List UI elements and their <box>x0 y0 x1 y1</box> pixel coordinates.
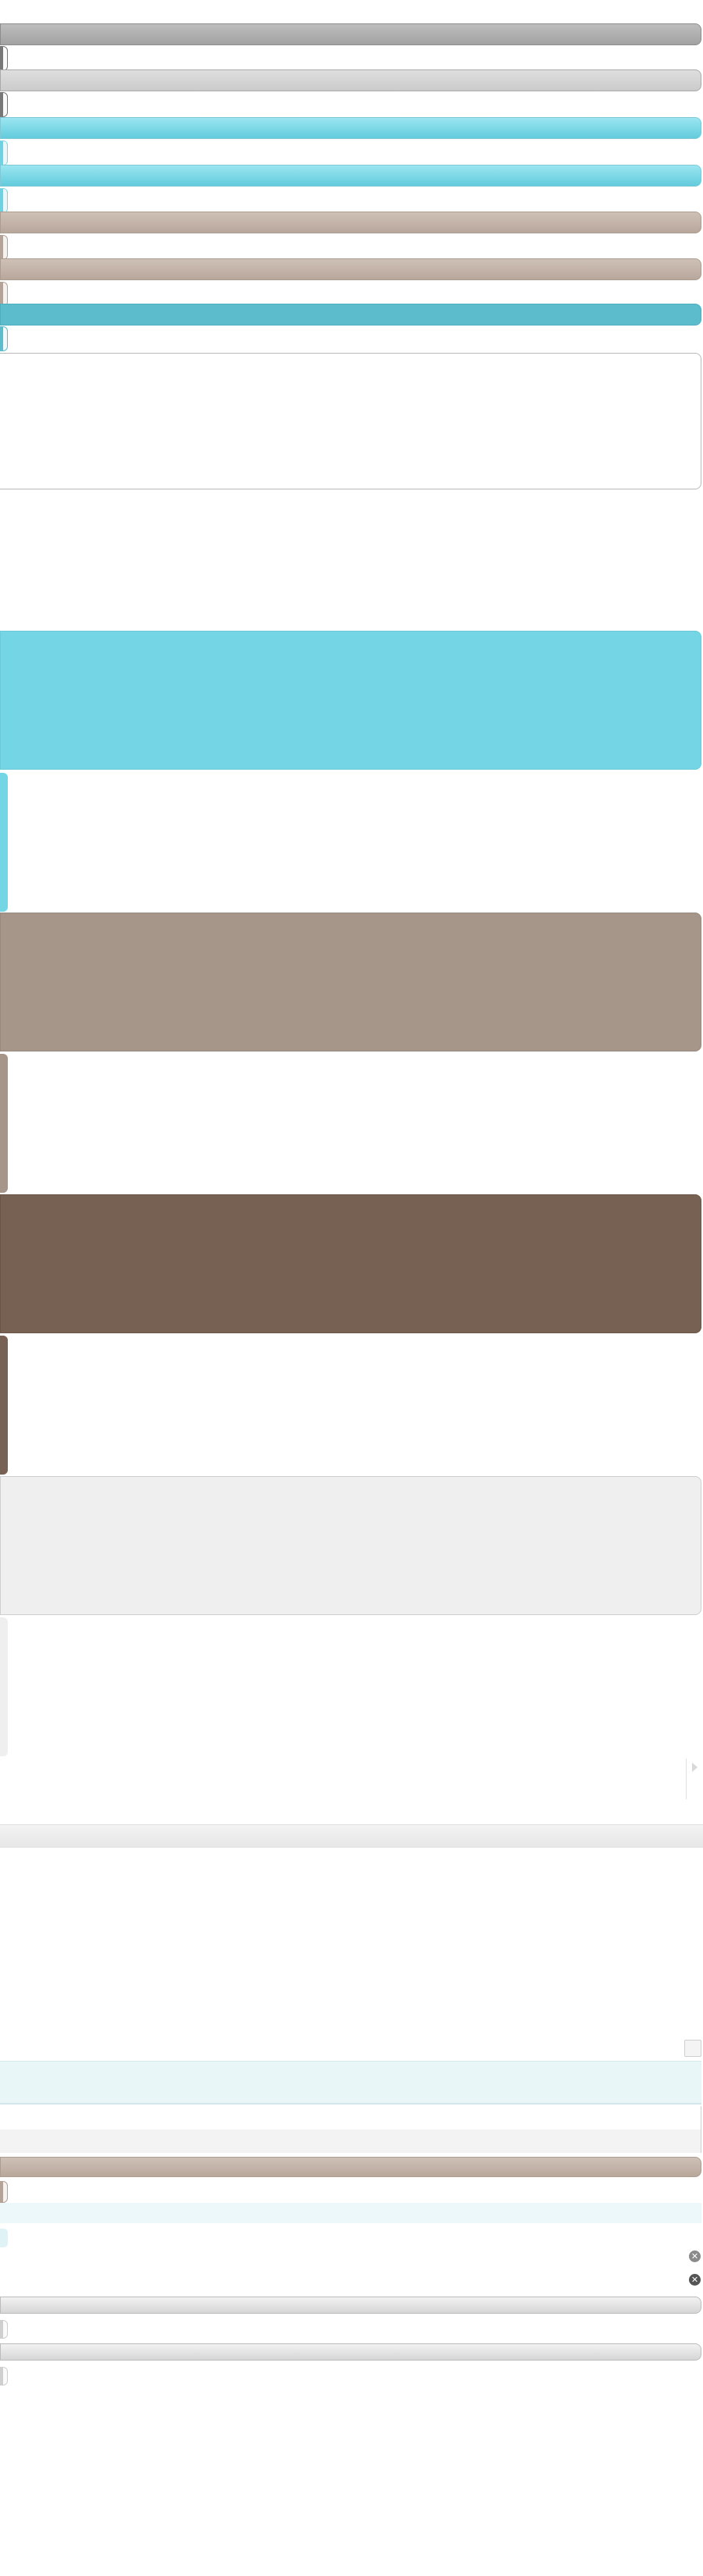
tab-light-gray[interactable] <box>0 92 8 117</box>
panel-brown <box>0 1194 701 1333</box>
bar-silver-2[interactable] <box>0 2343 701 2361</box>
close-icon-2[interactable]: ✕ <box>689 2274 701 2286</box>
bar-taupe[interactable] <box>0 212 701 233</box>
tab-taupe-3[interactable] <box>0 2181 8 2203</box>
tab-taupe[interactable] <box>0 235 8 260</box>
tab-gray[interactable] <box>0 46 8 71</box>
bar-taupe-2[interactable] <box>0 258 701 280</box>
tab-cyan[interactable] <box>0 141 8 165</box>
tab-silver-2[interactable] <box>0 2367 8 2386</box>
bar-silver[interactable] <box>0 2297 701 2314</box>
side-brown <box>0 1336 8 1475</box>
side-pale-gray <box>0 1617 8 1756</box>
bar-taupe-3[interactable] <box>0 2157 701 2177</box>
pale-cyan-tab[interactable] <box>0 2229 8 2247</box>
striped-rows <box>0 2106 701 2153</box>
triangle-right-icon[interactable] <box>692 1763 698 1772</box>
close-icon[interactable]: ✕ <box>689 2250 701 2262</box>
bar-cyan[interactable] <box>0 117 701 139</box>
panel-pale-gray <box>0 1476 701 1615</box>
empty-card <box>0 353 701 489</box>
tab-teal[interactable] <box>0 326 8 351</box>
side-taupe <box>0 1054 8 1193</box>
highlight-row[interactable] <box>0 2061 701 2105</box>
panel-cyan <box>0 631 701 770</box>
bar-cyan-2[interactable] <box>0 165 701 187</box>
square-icon[interactable] <box>684 2040 701 2057</box>
bar-teal[interactable] <box>0 304 701 326</box>
side-cyan <box>0 773 8 912</box>
pale-cyan-strip <box>0 2203 701 2223</box>
tab-cyan-2[interactable] <box>0 188 8 213</box>
tab-silver[interactable] <box>0 2320 8 2339</box>
bar-light-gray[interactable] <box>0 69 701 91</box>
panel-taupe <box>0 913 701 1051</box>
bar-gray[interactable] <box>0 23 701 45</box>
scroll-divider <box>686 1759 687 1799</box>
toolbar-band <box>0 1824 703 1848</box>
